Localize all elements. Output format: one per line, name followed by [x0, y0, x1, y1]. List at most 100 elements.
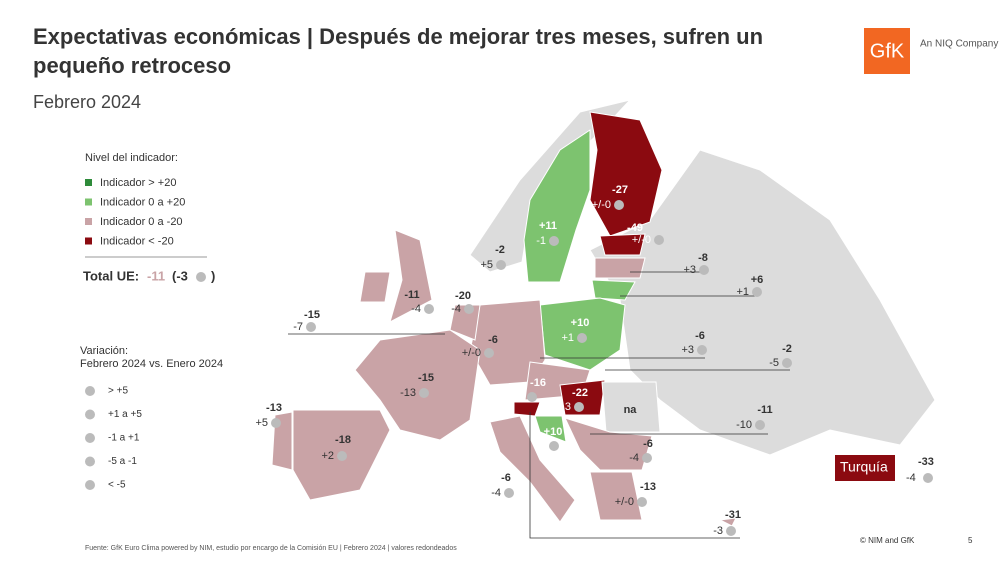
change-icon: [923, 473, 933, 483]
country-change: +10: [505, 391, 524, 403]
country-change: -4: [629, 452, 639, 464]
total-value: -11: [147, 268, 165, 283]
legend-swatch: [85, 179, 92, 186]
country-change: +5: [255, 417, 268, 429]
country-change: +1: [533, 440, 546, 452]
italy: [489, 415, 576, 523]
croatia: [534, 415, 567, 443]
legend-label: Indicador < -20: [100, 235, 174, 247]
country-change: -13: [555, 401, 571, 413]
turkey-value: -33: [918, 456, 934, 468]
country-value: -13: [640, 481, 656, 493]
title-box: Expectativas económicas | Después de mej…: [33, 24, 764, 78]
change-icon: [337, 451, 347, 461]
romania: [601, 381, 661, 433]
change-icon: [614, 200, 624, 210]
change-icon: [697, 345, 707, 355]
country-value: -13: [266, 402, 282, 414]
legend-label: Indicador 0 a +20: [100, 196, 185, 208]
legend-swatch: [85, 198, 92, 206]
country-change: -4: [411, 303, 421, 315]
balkans: [564, 417, 653, 471]
country-change: +3: [683, 264, 696, 276]
country-change: -10: [736, 419, 752, 431]
uk: [389, 229, 433, 323]
level-legend-title: Nivel del indicador:: [85, 152, 178, 164]
total-close: ): [211, 268, 215, 283]
country-value: -2: [495, 244, 505, 256]
subtitle: Febrero 2024: [33, 92, 141, 112]
country-change: -4: [451, 303, 461, 315]
change-icon: [496, 260, 506, 270]
country-value: -2: [782, 343, 792, 355]
country-change: +/-0: [615, 496, 634, 508]
change-icon: [85, 433, 95, 443]
country-value: -16: [530, 377, 546, 389]
country-value: -20: [455, 290, 471, 302]
country-change: +/-0: [632, 234, 651, 246]
change-icon: [484, 348, 494, 358]
turkey-change: -4: [906, 472, 916, 484]
logo-caption: An NIQ Company: [920, 39, 998, 50]
change-icon: [85, 480, 95, 490]
greece: [589, 471, 643, 521]
change-icon: [504, 488, 514, 498]
country-change: -7: [293, 321, 303, 333]
leader: [529, 412, 740, 539]
estonia: [599, 233, 646, 256]
change-icon: [574, 402, 584, 412]
legend-label: Indicador 0 a -20: [100, 216, 183, 228]
country-value: -27: [612, 184, 628, 196]
change-icon: [424, 304, 434, 314]
change-icon: [549, 441, 559, 451]
title: Expectativas económicas | Después de mej…: [33, 24, 764, 78]
country-value: -31: [725, 509, 741, 521]
country-value: -15: [418, 372, 434, 384]
country-change: +3: [681, 344, 694, 356]
change-icon: [464, 304, 474, 314]
change-icon: [85, 386, 95, 396]
change-icon: [419, 388, 429, 398]
legend-swatch: [85, 237, 92, 245]
hungary: [559, 379, 606, 416]
country-change: +5: [480, 259, 493, 271]
country-value: -6: [643, 438, 653, 450]
country-change: -1: [536, 235, 546, 247]
change-legend-subtitle: Febrero 2024 vs. Enero 2024: [80, 358, 223, 370]
country-value: +11: [539, 220, 557, 232]
country-value: -18: [335, 434, 351, 446]
finland: [589, 111, 663, 237]
country-value: -6: [501, 472, 511, 484]
change-legend-title: Variación:: [80, 345, 128, 357]
country-value: -11: [757, 404, 772, 416]
country-value: -22: [572, 387, 588, 399]
country-value: -49: [627, 222, 643, 234]
change-icon: [654, 235, 664, 245]
slovenia: [513, 401, 541, 417]
country-value: -6: [695, 330, 705, 342]
turkey-name: Turquía: [840, 459, 888, 475]
change-icon: [577, 333, 587, 343]
country-change: -3: [713, 525, 723, 537]
sweden: [523, 129, 591, 283]
legend-label: Indicador > +20: [100, 177, 176, 189]
page-number: 5: [968, 536, 973, 545]
change-legend-label: -5 a -1: [108, 456, 137, 467]
lithuania: [591, 279, 636, 301]
country-value: +6: [751, 274, 764, 286]
change-icon: [549, 236, 559, 246]
change-icon: [726, 526, 736, 536]
france: [354, 329, 481, 441]
country-value: -8: [698, 252, 708, 264]
country-value: +10: [571, 317, 590, 329]
turkey-box: [835, 455, 895, 481]
copyright: © NIM and GfK: [860, 536, 915, 545]
country-value: -11: [404, 289, 419, 301]
map-background: [589, 149, 936, 456]
change-icon: [637, 497, 647, 507]
change-icon: [699, 265, 709, 275]
country-change: -13: [400, 387, 416, 399]
country-change: +/-0: [462, 347, 481, 359]
country-change: +1: [561, 332, 574, 344]
